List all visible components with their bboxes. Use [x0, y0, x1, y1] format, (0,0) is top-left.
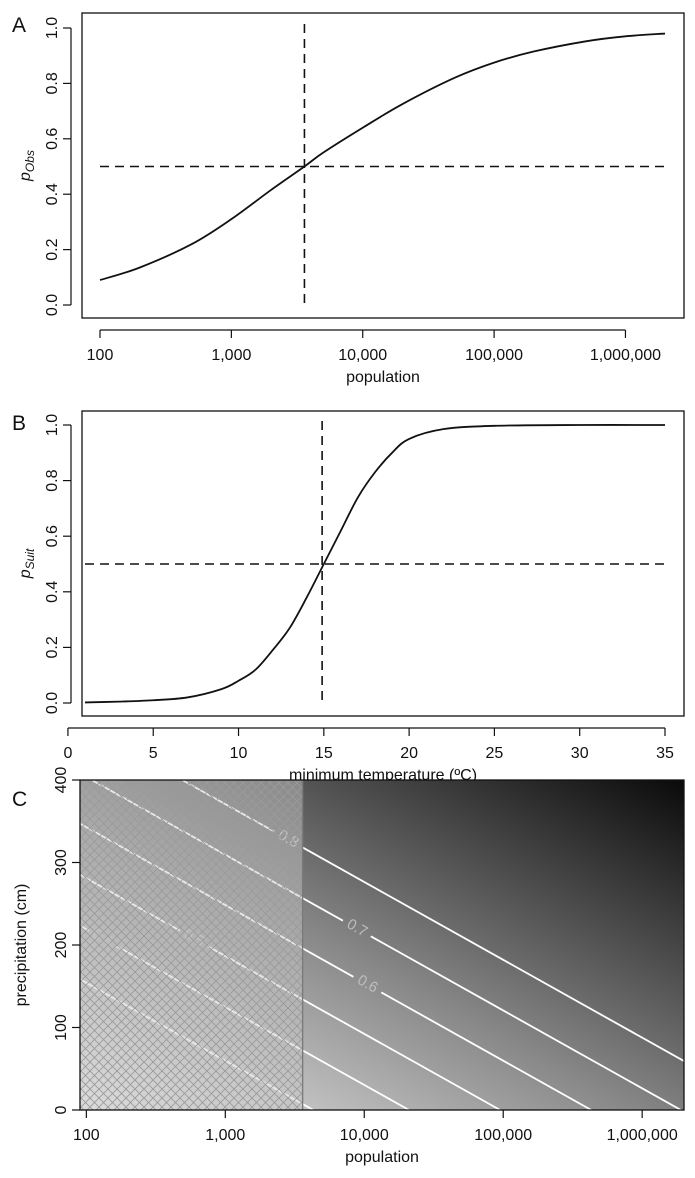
x-tick-label: 20 [400, 745, 418, 762]
heatmap-area: 0.30.40.50.60.70.8 [80, 780, 684, 1110]
x-tick-label: 10,000 [340, 1127, 389, 1144]
x-tick-label: 10 [230, 745, 248, 762]
y-tick-label: 300 [53, 849, 70, 876]
y-tick-label: 100 [53, 1014, 70, 1041]
y-tick-label: 0.4 [44, 183, 61, 205]
y-tick-label: 0.8 [44, 469, 61, 491]
x-tick-label: 1,000,000 [607, 1127, 678, 1144]
x-tick-label: 100,000 [474, 1127, 532, 1144]
y-tick-label: 0.6 [44, 128, 61, 150]
panel-label-c: C [12, 788, 27, 811]
x-tick-label: 100 [87, 347, 114, 364]
panel-label-a: A [12, 14, 26, 37]
x-tick-label: 30 [571, 745, 589, 762]
plot-frame [81, 12, 685, 319]
x-axis-label: population [346, 369, 420, 386]
y-tick-label: 0.4 [44, 581, 61, 603]
y-tick-label: 0 [53, 1105, 70, 1114]
panel-label-b: B [12, 412, 26, 435]
y-axis-label: precipitation (cm) [13, 884, 30, 1007]
x-tick-label: 1,000 [211, 347, 251, 364]
contour-line [370, 935, 682, 1110]
y-axis-label: pSuit [17, 548, 37, 579]
y-tick-label: 1.0 [44, 414, 61, 436]
x-tick-label: 35 [656, 745, 674, 762]
x-tick-label: 100 [73, 1127, 100, 1144]
y-tick-label: 200 [53, 932, 70, 959]
x-tick-label: 10,000 [338, 347, 387, 364]
x-tick-label: 100,000 [465, 347, 523, 364]
contour-line [301, 846, 684, 1063]
series-line [84, 424, 666, 704]
x-tick-label: 25 [486, 745, 504, 762]
x-tick-label: 5 [149, 745, 158, 762]
y-tick-label: 0.8 [44, 72, 61, 94]
series-line [99, 32, 666, 281]
y-tick-label: 0.6 [44, 525, 61, 547]
panel-c: 0.30.40.50.60.70.8 C 100 1,000 10,000 100,000… [12, 767, 685, 1166]
y-tick-label: 0.0 [44, 692, 61, 714]
y-axis-label-subscript: Suit [23, 548, 37, 569]
y-axis-label: pObs [17, 150, 37, 182]
y-tick-label: 0.2 [44, 238, 61, 260]
panel-a: A 100 1,000 10,000 100,000 1,000,000 populatio… [12, 12, 685, 386]
x-axis-label: population [345, 1149, 419, 1166]
hatched-region [80, 780, 303, 1110]
x-tick-label: 0 [63, 745, 72, 762]
x-tick-label: 1,000,000 [590, 347, 661, 364]
plot-frame [81, 410, 685, 717]
y-tick-label: 0.2 [44, 636, 61, 658]
contour-line [380, 991, 592, 1110]
y-tick-label: 400 [53, 767, 70, 794]
x-tick-label: 15 [315, 745, 333, 762]
y-tick-label: 1.0 [44, 17, 61, 39]
x-tick-label: 1,000 [205, 1127, 245, 1144]
y-axis-label-subscript: Obs [23, 150, 37, 172]
y-tick-label: 0.0 [44, 294, 61, 316]
